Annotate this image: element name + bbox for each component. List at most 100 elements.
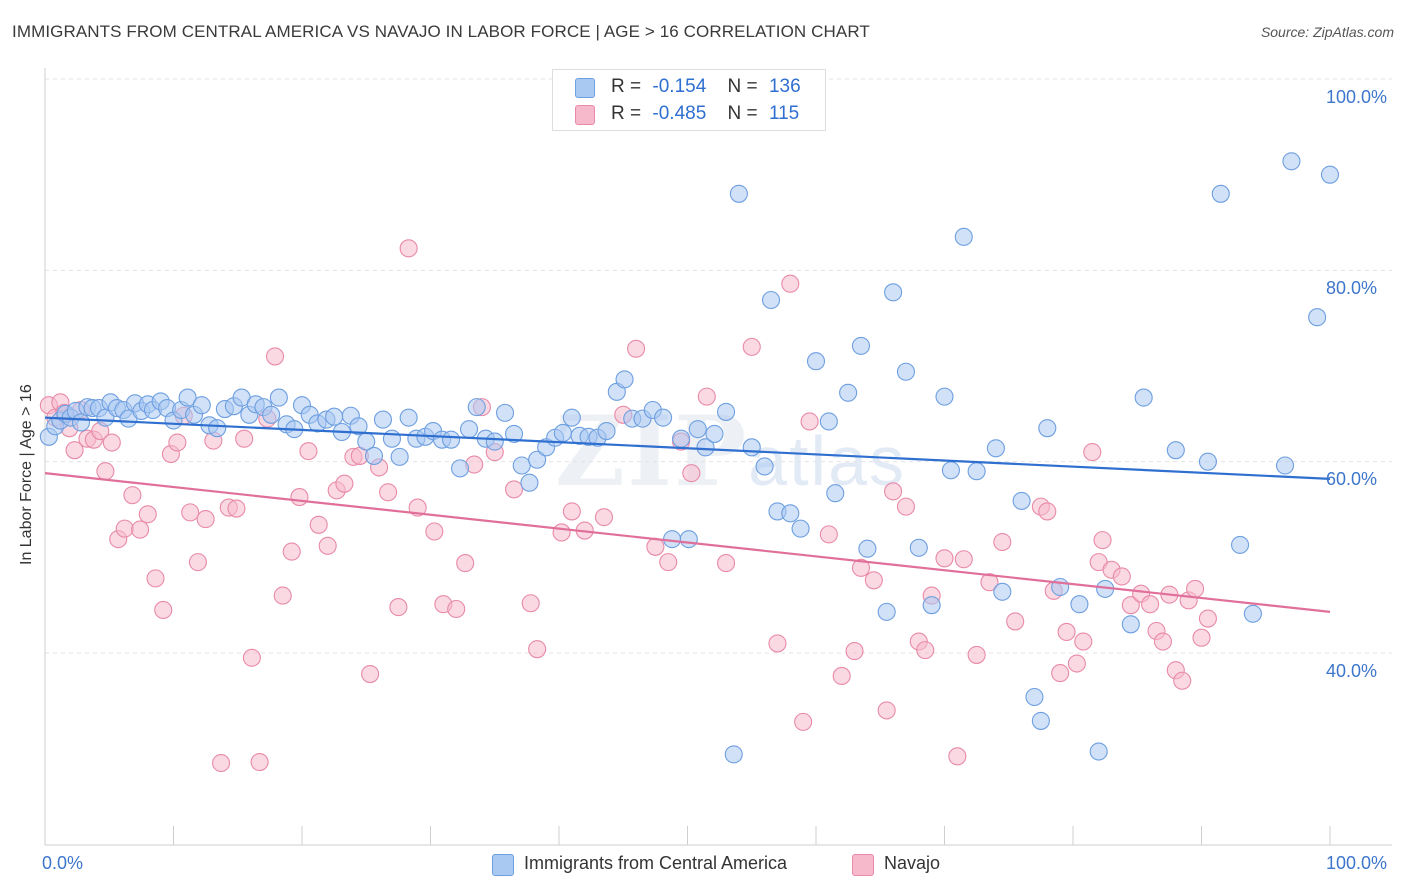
- navajo-point: [768, 634, 787, 653]
- chart-title: IMMIGRANTS FROM CENTRAL AMERICA VS NAVAJ…: [12, 22, 870, 41]
- central-america-point: [1025, 687, 1044, 707]
- navajo-point: [181, 503, 200, 522]
- navajo-point: [1186, 579, 1205, 598]
- axis-layer: [44, 68, 1392, 846]
- central-america-point: [390, 447, 409, 466]
- navajo-point: [250, 753, 269, 772]
- y-axis-label: In Labor Force | Age > 16: [18, 384, 35, 565]
- central-america-point: [467, 398, 486, 417]
- central-america-point: [935, 387, 954, 406]
- legend-r-value: -0.485: [652, 103, 707, 124]
- navajo-point: [716, 554, 736, 573]
- navajo-point: [948, 747, 967, 766]
- central-america-point: [954, 227, 973, 246]
- central-america-point: [349, 417, 368, 436]
- bottom-legend-swatch-blue: [492, 854, 514, 876]
- navajo-point: [242, 648, 261, 667]
- central-america-point: [851, 336, 871, 355]
- navajo-point: [884, 482, 903, 501]
- central-america-point: [896, 362, 916, 381]
- navajo-point: [211, 753, 231, 773]
- navajo-point: [1057, 622, 1076, 642]
- central-america-point: [1038, 419, 1057, 438]
- navajo-point: [1051, 664, 1070, 683]
- central-america-point: [71, 413, 91, 432]
- central-america-point: [1320, 165, 1340, 184]
- central-america-point: [679, 530, 698, 549]
- central-america-point: [724, 745, 743, 764]
- x-tick-label-max: 100.0%: [1326, 853, 1388, 873]
- navajo-point: [227, 499, 246, 518]
- navajo-point: [318, 536, 337, 555]
- central-america-point: [459, 420, 479, 439]
- central-america-point: [688, 420, 707, 439]
- central-america-trend-line: [44, 416, 1331, 480]
- navajo-point: [682, 464, 701, 483]
- central-america-point: [696, 438, 715, 457]
- y-tick-label-60: 60.0%: [1326, 469, 1378, 489]
- central-america-point: [1308, 308, 1327, 327]
- navajo-point: [993, 532, 1012, 552]
- central-america-point: [208, 419, 227, 438]
- navajo-point: [1074, 632, 1093, 651]
- navajo-point: [504, 480, 524, 499]
- navajo-point: [781, 274, 800, 293]
- central-america-point: [858, 539, 877, 558]
- central-america-point: [877, 602, 896, 621]
- central-america-point: [485, 432, 504, 451]
- central-america-point: [922, 596, 941, 615]
- central-america-point: [826, 484, 845, 503]
- navajo-point: [335, 474, 354, 493]
- trend-lines: [44, 416, 1331, 613]
- legend-r-label: R =: [611, 76, 642, 97]
- central-america-points: [39, 152, 1340, 764]
- legend-swatch-blue: [575, 78, 595, 98]
- navajo-point: [954, 550, 973, 569]
- central-america-point: [781, 504, 800, 523]
- central-america-point: [941, 461, 960, 480]
- central-america-point: [615, 370, 634, 389]
- bottom-legend-label: Immigrants from Central America: [524, 853, 788, 873]
- navajo-point: [425, 522, 444, 541]
- navajo-point: [646, 537, 665, 556]
- y-tick-label-80: 80.0%: [1326, 278, 1378, 298]
- navajo-point: [1093, 531, 1112, 550]
- central-america-point: [597, 422, 616, 441]
- central-america-point: [504, 424, 524, 443]
- central-america-point: [819, 412, 838, 431]
- legend-n-label: N =: [727, 76, 758, 97]
- navajo-point: [1038, 502, 1057, 521]
- navajo-point: [935, 549, 954, 568]
- source-label: Source: ZipAtlas.com: [1260, 24, 1394, 40]
- legend-r-value: -0.154: [652, 76, 707, 97]
- navajo-point: [96, 462, 115, 481]
- central-america-point: [791, 519, 810, 538]
- central-america-point: [761, 290, 781, 310]
- navajo-point: [235, 429, 254, 448]
- bottom-legend-swatch-pink: [852, 854, 874, 876]
- central-america-point: [884, 283, 903, 302]
- navajo-point: [361, 664, 380, 684]
- navajo-point: [916, 641, 935, 660]
- navajo-point: [627, 339, 646, 358]
- central-america-point: [1198, 452, 1217, 471]
- navajo-point: [447, 599, 466, 619]
- navajo-point: [1198, 609, 1217, 628]
- navajo-point: [794, 712, 813, 731]
- navajo-point: [146, 569, 165, 588]
- central-america-point: [262, 405, 281, 424]
- navajo-point: [819, 525, 838, 544]
- central-america-point: [839, 383, 858, 402]
- navajo-point: [1112, 567, 1131, 586]
- navajo-point: [877, 701, 896, 720]
- central-america-point: [1134, 388, 1153, 407]
- navajo-point: [864, 571, 883, 590]
- navajo-point: [456, 554, 475, 573]
- central-america-point: [909, 538, 928, 557]
- central-america-point: [755, 457, 774, 476]
- navajo-point: [138, 505, 157, 524]
- legend-n-value: 115: [768, 103, 800, 124]
- navajo-point: [896, 497, 916, 516]
- central-america-point: [967, 462, 986, 481]
- legend-n-label: N =: [727, 103, 758, 124]
